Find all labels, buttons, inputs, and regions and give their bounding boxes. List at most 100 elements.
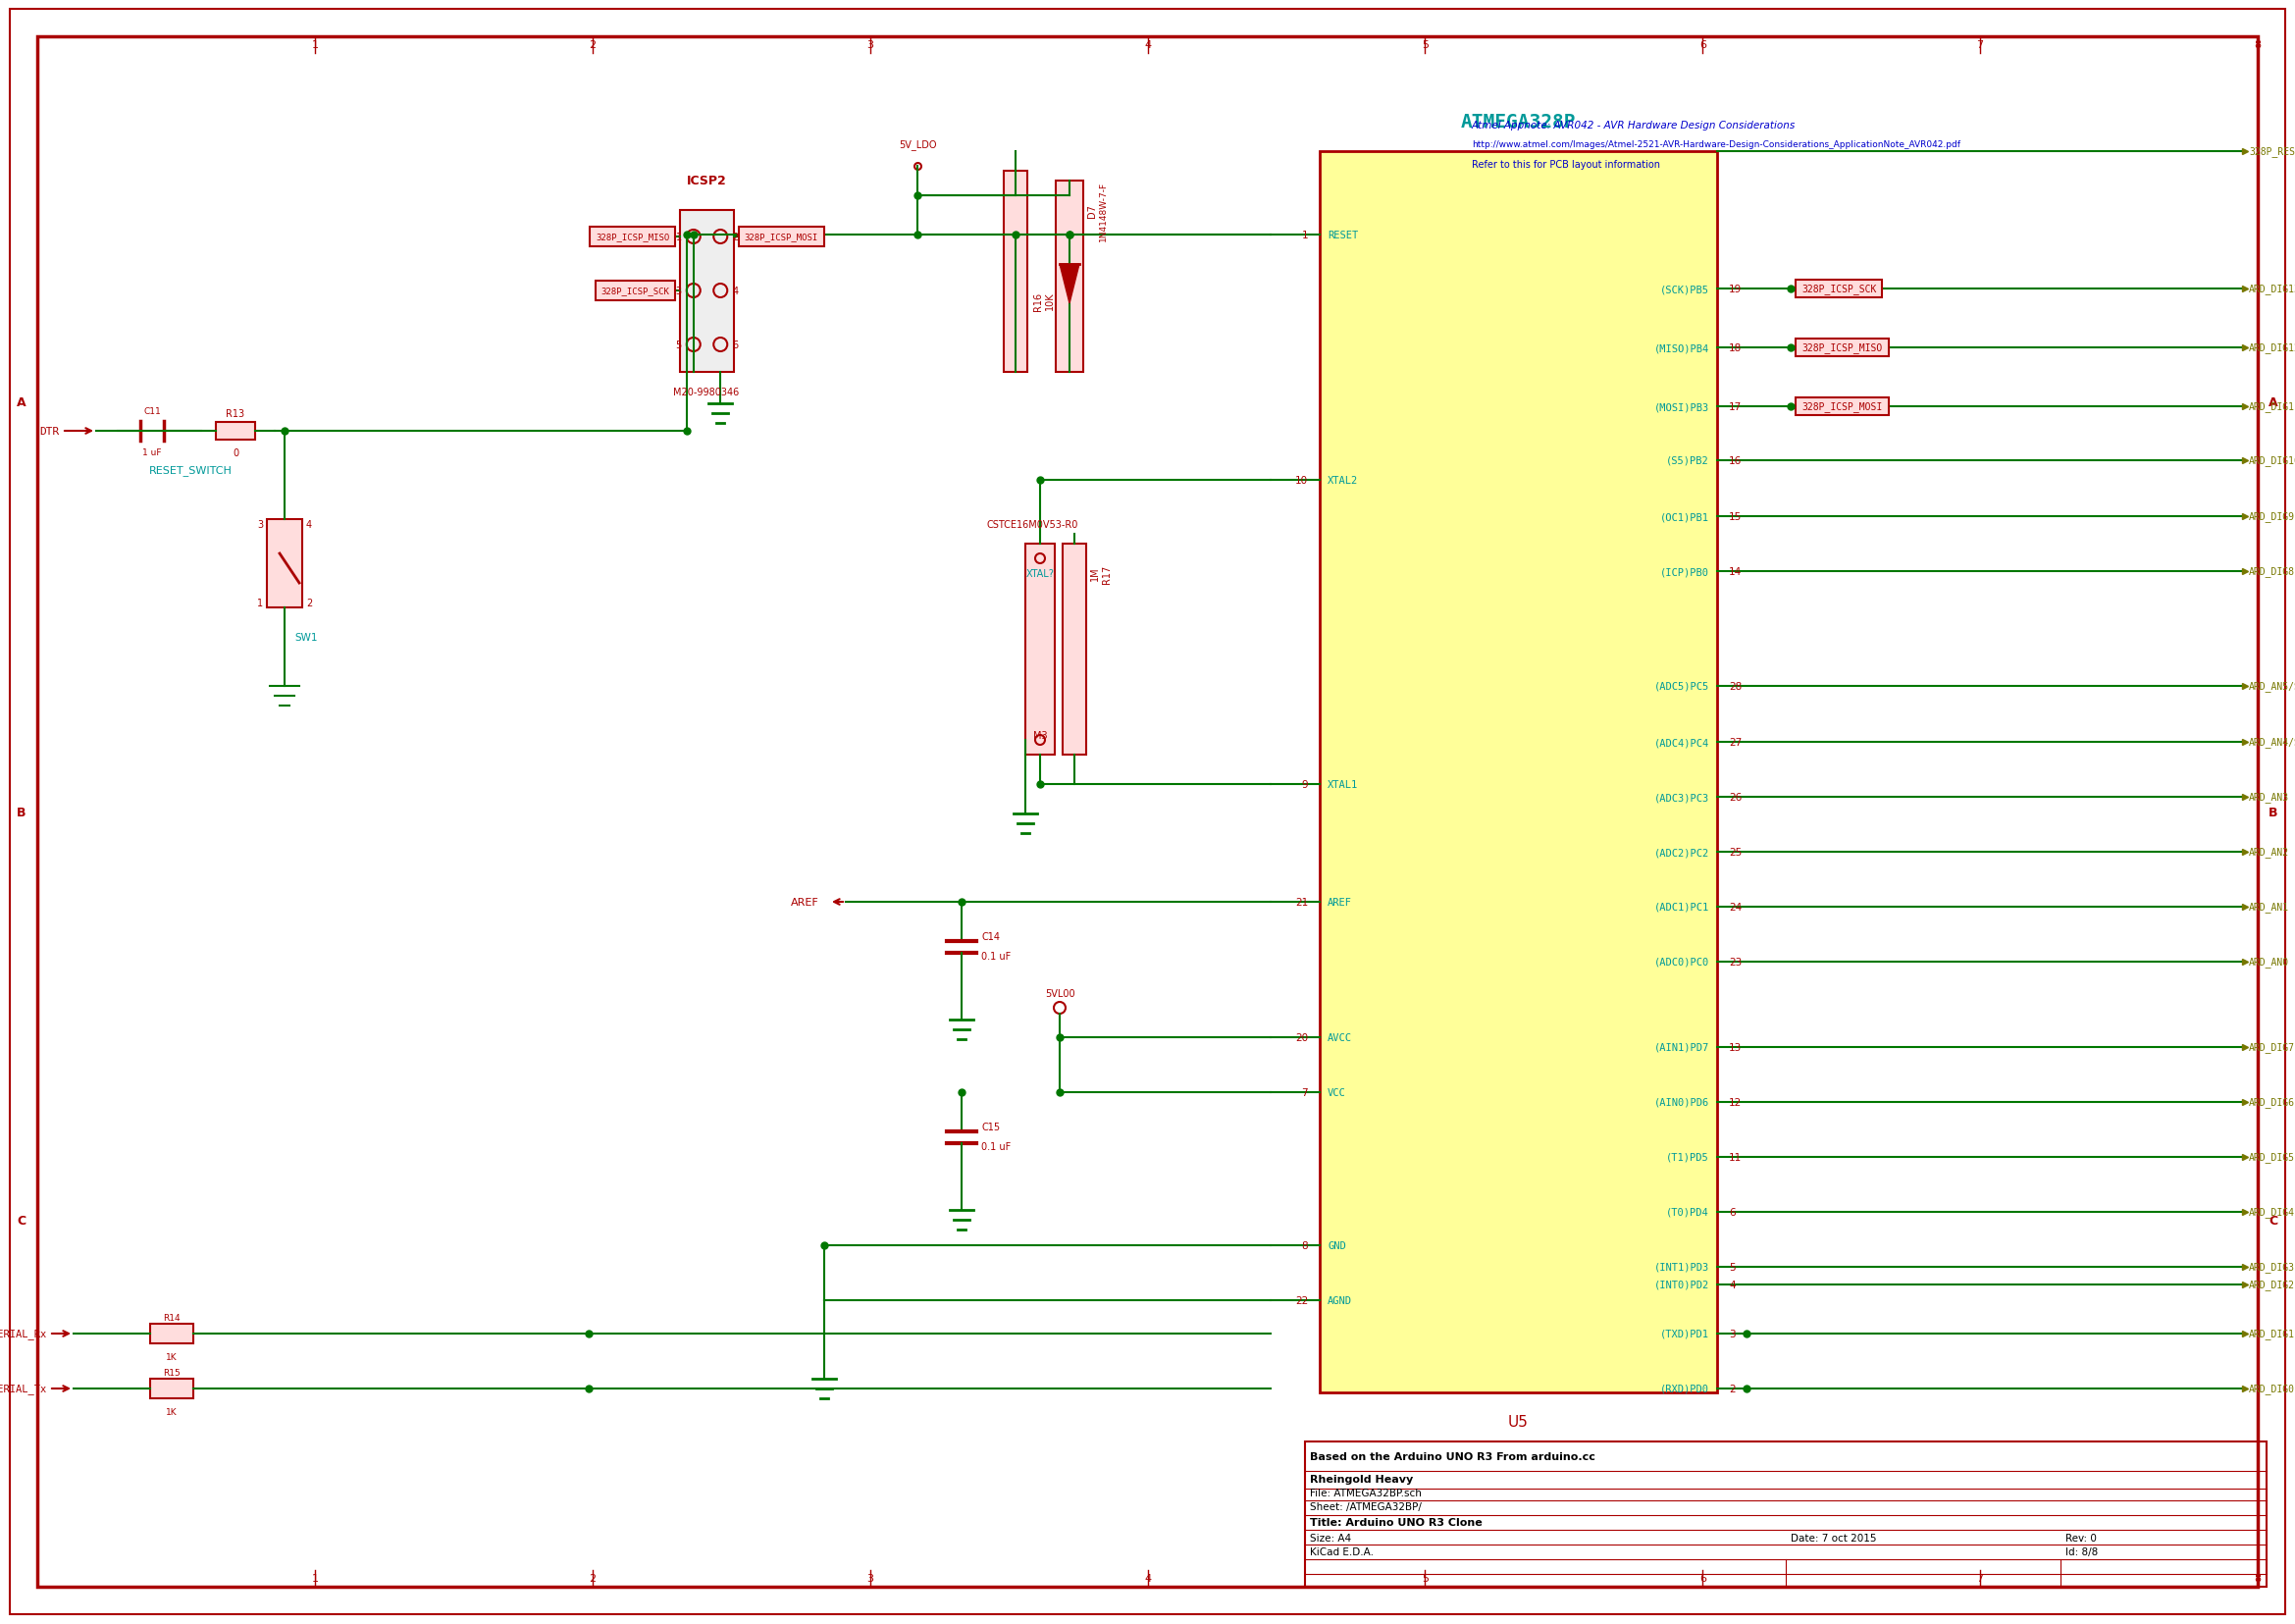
Text: ARD_DIG6: ARD_DIG6 [2249, 1096, 2295, 1108]
Text: 4: 4 [732, 286, 739, 296]
Text: 5VL00: 5VL00 [1044, 989, 1074, 999]
Text: (OC1)PB1: (OC1)PB1 [1659, 512, 1710, 521]
Text: M3: M3 [1033, 731, 1047, 741]
Text: 12: 12 [1728, 1098, 1742, 1108]
Text: ARD_DIG1: ARD_DIG1 [2249, 1328, 2295, 1340]
Text: AVCC: AVCC [1327, 1033, 1352, 1043]
Text: R16: R16 [1033, 292, 1042, 310]
Text: (T0)PD4: (T0)PD4 [1666, 1207, 1710, 1216]
Text: 328P_ICSP_SCK: 328P_ICSP_SCK [601, 287, 670, 296]
Bar [1056, 182, 1083, 372]
Text: 7: 7 [1976, 41, 1983, 50]
Polygon shape [1060, 265, 1079, 304]
Text: 328P_ICSP_MOSI: 328P_ICSP_MOSI [744, 232, 819, 242]
Text: 4: 4 [1143, 41, 1152, 50]
Text: 25: 25 [1728, 848, 1742, 857]
Text: 7: 7 [1976, 1574, 1983, 1583]
Text: DTR: DTR [39, 427, 60, 437]
Text: 27: 27 [1728, 737, 1742, 747]
Text: 328P_ICSP_MISO: 328P_ICSP_MISO [1802, 343, 1882, 354]
Text: 11: 11 [1728, 1153, 1742, 1163]
Text: ARD_DIG8: ARD_DIG8 [2249, 567, 2295, 577]
Text: XTAL2: XTAL2 [1327, 476, 1359, 486]
Text: 13: 13 [1728, 1043, 1742, 1052]
Text: SERIAL_Tx: SERIAL_Tx [0, 1384, 46, 1393]
Text: (ADC0)PC0: (ADC0)PC0 [1655, 957, 1710, 966]
Text: (S5)PB2: (S5)PB2 [1666, 456, 1710, 466]
Text: 7: 7 [1301, 1088, 1308, 1098]
Bar [216, 422, 255, 440]
Text: 328P_ICSP_MISO: 328P_ICSP_MISO [597, 232, 670, 242]
Bar [1306, 1442, 2267, 1587]
Bar [1003, 172, 1028, 372]
Text: 2: 2 [732, 232, 739, 242]
Text: 328P_RESET: 328P_RESET [2249, 146, 2295, 158]
Text: XTAL?: XTAL? [1026, 568, 1053, 578]
Text: 26: 26 [1728, 793, 1742, 802]
Text: 1: 1 [312, 1574, 319, 1583]
Text: 4: 4 [305, 520, 312, 529]
Bar [679, 211, 734, 372]
Text: 1 uF: 1 uF [142, 448, 161, 458]
Text: B: B [2270, 806, 2279, 818]
Text: 3: 3 [675, 286, 682, 296]
Text: ARD_DIG13/SPL_SCK: ARD_DIG13/SPL_SCK [2249, 284, 2295, 294]
Text: GND: GND [1327, 1241, 1345, 1250]
Text: 10K: 10K [1044, 292, 1056, 310]
Text: ARD_DIG10/SPL_SS: ARD_DIG10/SPL_SS [2249, 456, 2295, 466]
Text: 2: 2 [1728, 1384, 1735, 1393]
Text: 2: 2 [305, 598, 312, 607]
Text: (RXD)PD0: (RXD)PD0 [1659, 1384, 1710, 1393]
Text: 14: 14 [1728, 567, 1742, 577]
Text: Atmel Appnote: AVR042 - AVR Hardware Design Considerations: Atmel Appnote: AVR042 - AVR Hardware Des… [1471, 120, 1795, 130]
Text: Based on the Arduino UNO R3 From arduino.cc: Based on the Arduino UNO R3 From arduino… [1310, 1452, 1595, 1462]
Text: (ADC3)PC3: (ADC3)PC3 [1655, 793, 1710, 802]
Text: http://www.atmel.com/Images/Atmel-2521-AVR-Hardware-Design-Considerations_Applic: http://www.atmel.com/Images/Atmel-2521-A… [1471, 141, 1960, 149]
Text: File: ATMEGA32BP.sch: File: ATMEGA32BP.sch [1310, 1488, 1421, 1497]
Text: 5: 5 [1421, 1574, 1427, 1583]
Text: 8: 8 [1301, 1241, 1308, 1250]
Text: ARD_DIG2: ARD_DIG2 [2249, 1280, 2295, 1289]
Text: 3: 3 [257, 520, 264, 529]
Text: (MOSI)PB3: (MOSI)PB3 [1655, 403, 1710, 412]
Text: 10: 10 [1294, 476, 1308, 486]
Text: 9: 9 [1301, 780, 1308, 789]
Text: (TXD)PD1: (TXD)PD1 [1659, 1328, 1710, 1338]
Text: ARD_AN1: ARD_AN1 [2249, 901, 2288, 913]
Bar [1026, 544, 1056, 755]
Text: (T1)PD5: (T1)PD5 [1666, 1153, 1710, 1163]
Text: (ADC2)PC2: (ADC2)PC2 [1655, 848, 1710, 857]
Text: B: B [16, 806, 25, 818]
Text: 17: 17 [1728, 403, 1742, 412]
Text: 1: 1 [1301, 231, 1308, 240]
Bar [597, 281, 675, 300]
Text: (ADC5)PC5: (ADC5)PC5 [1655, 682, 1710, 692]
Text: 1K: 1K [165, 1408, 177, 1416]
Text: C14: C14 [982, 932, 1001, 942]
Text: ARD_AN4/SDA: ARD_AN4/SDA [2249, 737, 2295, 747]
Text: 4: 4 [1143, 1574, 1152, 1583]
Text: 5: 5 [1421, 41, 1427, 50]
Text: 8: 8 [2254, 41, 2261, 50]
Text: 6: 6 [1698, 41, 1705, 50]
Text: 1N4148W-7-F: 1N4148W-7-F [1099, 180, 1108, 240]
Text: (AIN1)PD7: (AIN1)PD7 [1655, 1043, 1710, 1052]
Text: 1M: 1M [1090, 567, 1099, 581]
Text: R17: R17 [1102, 564, 1111, 583]
Text: 22: 22 [1294, 1296, 1308, 1306]
Text: 6: 6 [732, 341, 739, 351]
Text: 328P_ICSP_MOSI: 328P_ICSP_MOSI [1802, 401, 1882, 412]
Text: Date: 7 oct 2015: Date: 7 oct 2015 [1790, 1533, 1877, 1543]
Text: RESET_SWITCH: RESET_SWITCH [149, 466, 232, 476]
Text: Rev: 0: Rev: 0 [2066, 1533, 2098, 1543]
Text: (SCK)PB5: (SCK)PB5 [1659, 284, 1710, 294]
Text: 24: 24 [1728, 903, 1742, 913]
Text: SW1: SW1 [294, 632, 317, 643]
Text: 15: 15 [1728, 512, 1742, 521]
Text: R15: R15 [163, 1369, 181, 1377]
Text: 19: 19 [1728, 284, 1742, 294]
Text: (ADC4)PC4: (ADC4)PC4 [1655, 737, 1710, 747]
Text: 5V_LDO: 5V_LDO [900, 140, 936, 151]
Text: KiCad E.D.A.: KiCad E.D.A. [1310, 1546, 1375, 1556]
Text: A: A [16, 396, 25, 409]
